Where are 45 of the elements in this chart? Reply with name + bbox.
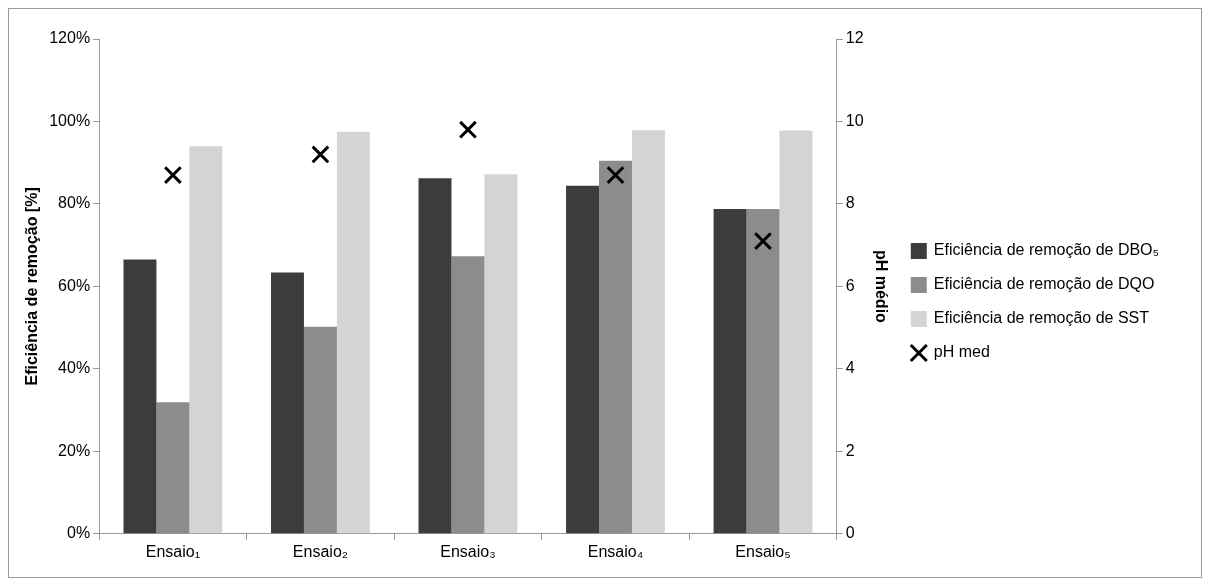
point bbox=[606, 165, 625, 185]
y-tick-label: 0% bbox=[67, 524, 91, 542]
point bbox=[311, 145, 330, 164]
bar bbox=[566, 185, 600, 534]
legend-label: Eficiência de remoção de SST bbox=[933, 309, 1150, 327]
bar bbox=[713, 208, 747, 534]
point bbox=[458, 120, 478, 139]
y2-tick-label: 4 bbox=[845, 359, 855, 377]
bar bbox=[189, 146, 223, 534]
y2-axis-title: pH médio bbox=[872, 249, 890, 324]
y2-tick-label: 10 bbox=[845, 111, 864, 129]
bar bbox=[746, 208, 780, 534]
legend-label: Eficiência de remoção de DQO bbox=[933, 275, 1155, 293]
bar bbox=[336, 131, 370, 534]
bar bbox=[156, 402, 190, 534]
x-tick-label: Ensaio₃ bbox=[440, 542, 496, 560]
x-tick-label: Ensaio₅ bbox=[735, 542, 791, 560]
y-tick-label: 80% bbox=[58, 194, 91, 212]
bar bbox=[451, 256, 485, 534]
point bbox=[163, 165, 183, 185]
y-tick-label: 20% bbox=[58, 441, 91, 459]
x-tick-label: Ensaio₁ bbox=[145, 542, 201, 560]
y2-tick-label: 12 bbox=[845, 29, 864, 47]
x-tick-label: Ensaio₂ bbox=[292, 542, 348, 560]
y2-tick-label: 2 bbox=[845, 441, 855, 459]
legend-label: pH med bbox=[933, 343, 990, 361]
x-tick-label: Ensaio₄ bbox=[587, 542, 644, 560]
point bbox=[753, 231, 773, 251]
y-tick-label: 60% bbox=[58, 276, 91, 294]
bar bbox=[123, 259, 157, 534]
legend-label: Eficiência de remoção de DBO₅ bbox=[933, 241, 1159, 259]
y-axis-title: Eficiência de remoção [%] bbox=[23, 187, 41, 386]
bar bbox=[484, 174, 518, 534]
y2-tick-label: 8 bbox=[845, 194, 855, 212]
y2-tick-label: 6 bbox=[845, 276, 855, 294]
bar bbox=[418, 178, 452, 534]
bar bbox=[271, 272, 304, 534]
bar bbox=[779, 130, 813, 534]
bar bbox=[303, 326, 337, 534]
y-tick-label: 40% bbox=[58, 359, 91, 377]
y-tick-label: 120% bbox=[49, 29, 91, 47]
y-tick-label: 100% bbox=[49, 111, 91, 129]
bar bbox=[599, 160, 632, 534]
y2-tick-label: 0 bbox=[845, 524, 855, 542]
bar bbox=[631, 130, 665, 534]
